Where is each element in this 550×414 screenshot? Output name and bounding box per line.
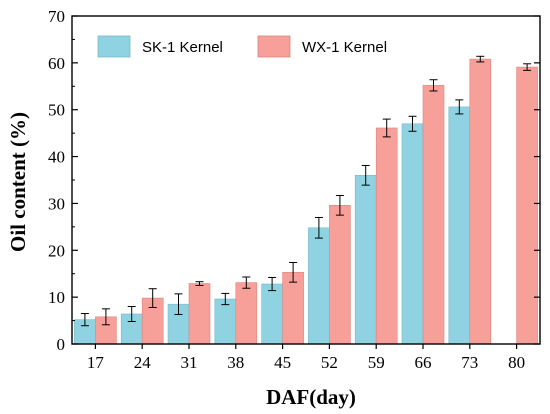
bar-sk1-52: [308, 227, 330, 345]
y-tick-label-50: 50: [48, 101, 65, 120]
axes-group: 0 10 20 30 40 50 60 70 17 24 31 38 45 52 59 66 73 80: [48, 7, 541, 372]
x-tick-label-31: 31: [181, 353, 198, 372]
bar-wx1-73: [469, 58, 492, 345]
x-tick-label-59: 59: [368, 353, 385, 372]
bar-wx1-31: [188, 283, 211, 345]
y-tick-label-70: 70: [48, 7, 65, 26]
legend-label-sk1: SK-1 Kernel: [142, 39, 223, 56]
bar-wx1-45: [282, 272, 304, 345]
bar-wx1-52: [329, 205, 351, 345]
x-tick-label-80: 80: [508, 353, 525, 372]
bar-sk1-38: [214, 298, 237, 345]
x-axis-title: DAF(day): [266, 385, 356, 409]
legend-swatch-wx1: [257, 35, 291, 58]
x-tick-label-38: 38: [227, 353, 244, 372]
bar-wx1-66: [422, 85, 445, 345]
y-tick-label-40: 40: [48, 148, 65, 167]
bar-sk1-66: [401, 123, 424, 345]
y-tick-label-30: 30: [48, 194, 65, 213]
x-tick-label-17: 17: [87, 353, 105, 372]
bars-group: [74, 55, 538, 345]
bar-sk1-59: [354, 175, 377, 345]
bar-wx1-80: [516, 66, 538, 345]
x-tick-label-73: 73: [461, 353, 478, 372]
legend-swatch-sk1: [97, 35, 131, 58]
y-axis-title: Oil content (%): [6, 112, 30, 252]
legend: SK-1 Kernel WX-1 Kernel: [97, 35, 387, 58]
y-tick-label-0: 0: [57, 335, 66, 354]
bar-wx1-38: [235, 282, 258, 345]
x-tick-label-24: 24: [134, 353, 152, 372]
bar-sk1-73: [448, 106, 471, 345]
x-tick-label-52: 52: [321, 353, 338, 372]
legend-label-wx1: WX-1 Kernel: [302, 39, 387, 56]
x-tick-label-66: 66: [415, 353, 432, 372]
y-tick-label-20: 20: [48, 241, 65, 260]
bar-sk1-45: [261, 283, 283, 345]
y-tick-label-60: 60: [48, 54, 65, 73]
y-tick-label-10: 10: [48, 288, 65, 307]
bar-wx1-59: [375, 127, 398, 345]
x-tick-label-45: 45: [274, 353, 291, 372]
